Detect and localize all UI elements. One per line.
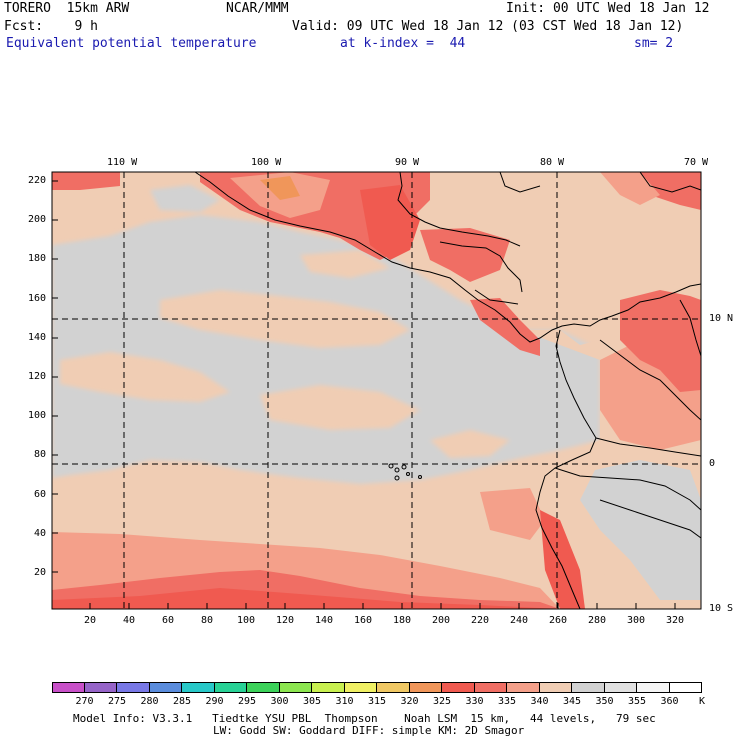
field-345-350 [52, 185, 600, 484]
x-grid-label: 200 [431, 615, 451, 626]
y-grid-label: 60 [33, 488, 46, 500]
x-grid-label: 160 [353, 615, 373, 626]
colorbar-level-label: 330 [465, 696, 484, 707]
colorbar-swatch [52, 682, 85, 693]
longitude-label: 100 W [251, 157, 282, 168]
forecast-hour: Fcst: 9 h [4, 19, 98, 34]
colorbar-level-label: 355 [627, 696, 647, 707]
field-mexico-central-america [52, 172, 701, 356]
valid-time: Valid: 09 UTC Wed 18 Jan 12 (03 CST Wed … [292, 19, 684, 34]
model-name: TORERO 15km ARW [4, 1, 130, 16]
y-grid-label: 140 [27, 331, 46, 343]
y-grid-label: 180 [27, 253, 46, 265]
colorbar-swatch [377, 682, 410, 693]
latitude-label: 10 N [709, 313, 734, 324]
colorbar-swatch [409, 682, 442, 693]
level-info: at k-index = 44 [340, 36, 466, 51]
colorbar-level-label: 295 [237, 696, 257, 707]
galapagos-islands [388, 463, 422, 481]
smoothing-info: sm= 2 [634, 36, 674, 51]
colorbar-swatch [474, 682, 507, 693]
colorbar-swatch [279, 682, 312, 693]
x-grid-label: 120 [275, 615, 295, 626]
colorbar-swatch [214, 682, 247, 693]
colorbar-level-label: 285 [172, 696, 192, 707]
field-land [520, 280, 701, 609]
plot-frame [51, 171, 702, 610]
colorbar-swatch [344, 682, 377, 693]
x-grid-label: 100 [236, 615, 256, 626]
y-tick-marks [52, 180, 58, 573]
model-info-line1: Model Info: V3.3.1 Tiedtke YSU PBL Thomp… [73, 712, 656, 725]
colorbar-level-label: 315 [367, 696, 387, 707]
colorbar-level-label: 275 [107, 696, 127, 707]
colorbar-swatch [149, 682, 182, 693]
init-time: Init: 00 UTC Wed 18 Jan 12 [506, 1, 710, 16]
colorbar-swatch [247, 682, 280, 693]
coastlines [194, 172, 701, 609]
colorbar-level-label: 340 [530, 696, 549, 707]
x-grid-label: 40 [122, 615, 136, 626]
y-grid-label: 200 [27, 214, 46, 226]
longitude-label: 90 W [395, 157, 420, 168]
lat-lon-grid [52, 172, 701, 609]
y-grid-label: 20 [33, 567, 46, 578]
colorbar-level-label: 300 [270, 696, 289, 707]
x-grid-label: 300 [626, 615, 646, 626]
colorbar-level-label: 310 [335, 696, 354, 707]
x-grid-label: 220 [470, 615, 490, 626]
x-grid-label: 320 [665, 615, 685, 626]
latitude-label: 10 S [709, 603, 734, 614]
colorbar-level-label: 325 [432, 696, 452, 707]
colorbar-level-label: 345 [562, 696, 582, 707]
longitude-label: 80 W [540, 157, 565, 168]
y-grid-label: 40 [33, 527, 46, 539]
y-grid-label: 160 [27, 292, 46, 304]
field-name: Equivalent potential temperature [6, 36, 257, 51]
y-grid-label: 100 [27, 410, 46, 422]
x-grid-label: 180 [392, 615, 412, 626]
colorbar-level-label: 290 [205, 696, 224, 707]
colorbar-level-label: 320 [400, 696, 419, 707]
y-grid-label: 120 [27, 371, 46, 382]
colorbar-level-label: 270 [75, 696, 94, 707]
colorbar-level-label: 335 [497, 696, 517, 707]
colorbar-swatch [84, 682, 117, 693]
x-grid-label: 280 [587, 615, 607, 626]
colorbar-swatch [507, 682, 540, 693]
colorbar-level-label: 280 [140, 696, 159, 707]
latitude-label: 0 [709, 458, 716, 469]
x-grid-label: 260 [548, 615, 568, 626]
field-southern-gradient [52, 488, 560, 609]
colorbar-level-label: 350 [595, 696, 614, 707]
colorbar-level-label: 360 [660, 696, 679, 707]
x-grid-label: 60 [161, 615, 175, 626]
x-grid-label: 240 [509, 615, 529, 626]
colorbar-swatch [117, 682, 150, 693]
colorbar-level-label: 305 [302, 696, 322, 707]
colorbar-swatch [604, 682, 637, 693]
x-grid-label: 80 [200, 615, 214, 626]
colorbar-swatch [637, 682, 670, 693]
colorbar-swatch [572, 682, 605, 693]
longitude-label: 110 W [107, 157, 138, 168]
x-grid-label: 140 [314, 615, 334, 626]
y-grid-label: 220 [27, 175, 46, 186]
colorbar-swatch [442, 682, 475, 693]
colorbar-swatch [312, 682, 345, 693]
colorbar-swatch [539, 682, 572, 693]
model-source: NCAR/MMM [226, 1, 289, 16]
colorbar-swatch [669, 682, 702, 693]
theta-e-field [52, 172, 701, 609]
colorbar-unit: K [698, 696, 706, 707]
x-grid-label: 20 [83, 615, 97, 626]
colorbar-swatch [182, 682, 215, 693]
y-grid-label: 80 [33, 449, 46, 461]
x-tick-marks [89, 603, 676, 609]
model-info-line2: LW: Godd SW: Goddard DIFF: simple KM: 2D… [213, 724, 525, 737]
longitude-label: 70 W [684, 157, 709, 168]
colorbar-strip [52, 682, 702, 693]
